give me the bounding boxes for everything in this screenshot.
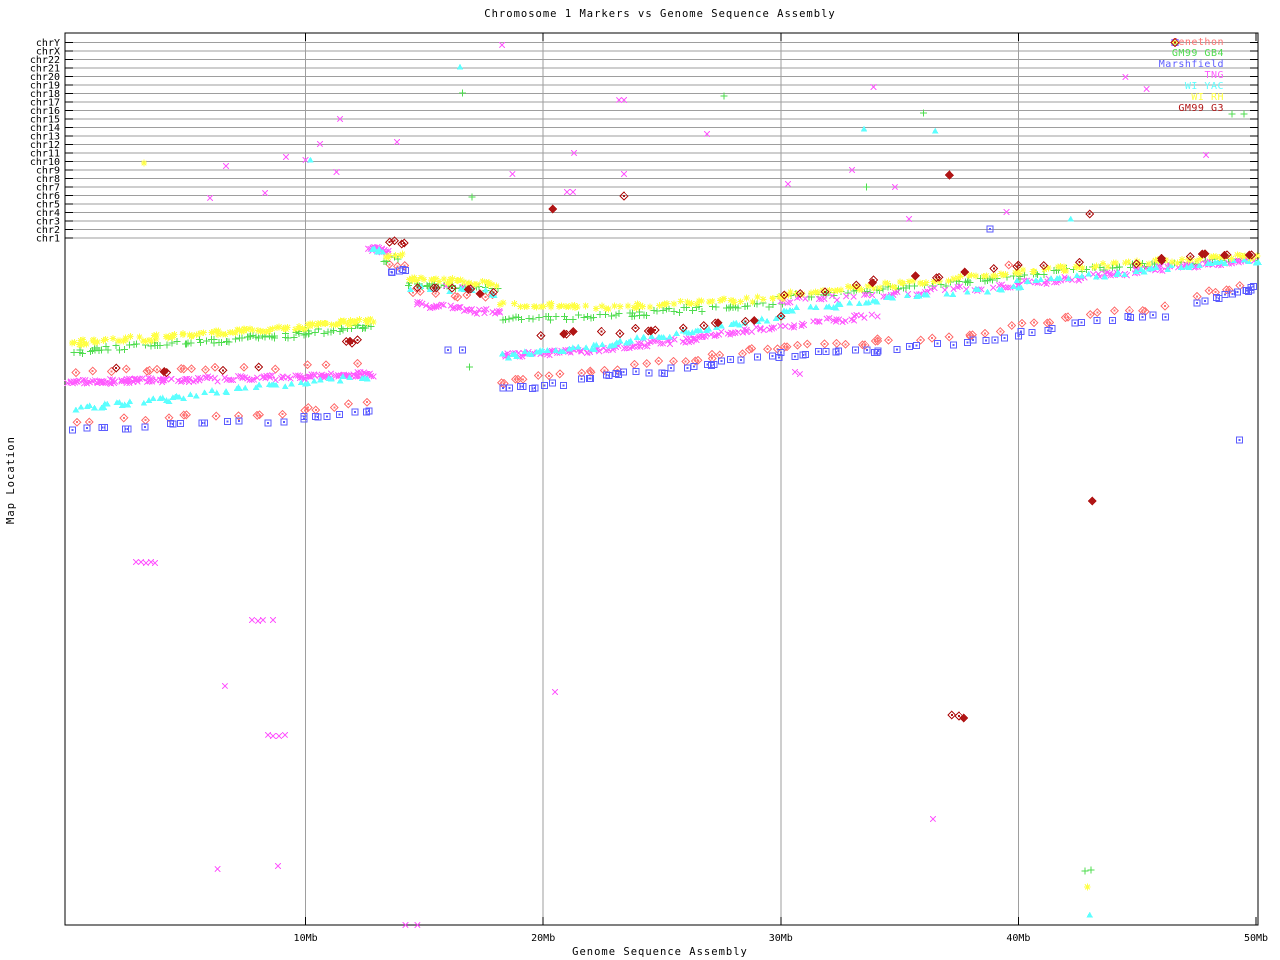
chr-label-chr8: chr8: [36, 174, 60, 185]
legend-item-gm99-g3: GM99 G3: [1159, 37, 1250, 114]
chr-label-chr14: chr14: [30, 123, 60, 134]
chr-label-chr2: chr2: [36, 225, 60, 236]
legend-marker-gm99-g3-icon: [1170, 37, 1250, 114]
legend-label-wi-rh: WI RH: [1191, 92, 1224, 103]
legend-item-wi-yac: WI YAC: [1159, 39, 1250, 92]
chr-label-chr13: chr13: [30, 132, 60, 143]
chr-label-chr15: chr15: [30, 115, 60, 126]
chart-title: Chromosome 1 Markers vs Genome Sequence …: [484, 8, 836, 20]
legend-item-tng: TNG: [1159, 39, 1250, 81]
chr-label-chr4: chr4: [36, 208, 60, 219]
legend-marker-wi-rh-icon: [1171, 39, 1250, 103]
legend-label-gm99-gb4: GM99 GB4: [1171, 48, 1224, 59]
chr-label-chrX: chrX: [36, 47, 60, 58]
legend: Genethon GM99 GB4 Marshfield TNG WI YAC WI RH…: [1159, 37, 1250, 114]
legend-label-tng: TNG: [1204, 70, 1224, 81]
chr-label-chr17: chr17: [30, 98, 60, 109]
chr-label-chr19: chr19: [30, 81, 60, 92]
y-axis-label: Map Location: [5, 436, 17, 524]
legend-item-marshfield: Marshfield: [1158, 39, 1250, 70]
chr-label-chr11: chr11: [30, 149, 60, 160]
chr-label-chr5: chr5: [36, 200, 60, 211]
chr-label-chr16: chr16: [30, 106, 60, 117]
chr-label-chr18: chr18: [30, 89, 60, 100]
legend-item-wi-rh: WI RH: [1159, 39, 1250, 103]
chr-label-chr12: chr12: [30, 140, 60, 151]
x-tick-30Mb: 30Mb: [769, 933, 793, 944]
legend-label-marshfield: Marshfield: [1158, 59, 1224, 70]
legend-marker-marshfield-icon: [1171, 39, 1250, 70]
chr-label-chr7: chr7: [36, 183, 60, 194]
chr-label-chr20: chr20: [30, 72, 60, 83]
x-tick-20Mb: 20Mb: [531, 933, 555, 944]
chr-label-chr1: chr1: [36, 234, 60, 245]
chr-label-chrY: chrY: [36, 38, 60, 49]
chr-label-chr22: chr22: [30, 55, 60, 66]
x-tick-40Mb: 40Mb: [1006, 933, 1030, 944]
plot-content: chrYchrXchr22chr21chr20chr19chr18chr17ch…: [30, 32, 1268, 944]
chr-label-chr6: chr6: [36, 191, 60, 202]
chr-label-chr21: chr21: [30, 64, 60, 75]
x-tick-50Mb: 50Mb: [1244, 933, 1268, 944]
legend-marker-genethon-icon: [1170, 37, 1250, 48]
legend-label-gm99-g3: GM99 G3: [1178, 103, 1224, 114]
x-tick-10Mb: 10Mb: [294, 933, 318, 944]
legend-label-genethon: Genethon: [1171, 37, 1224, 48]
legend-item-gm99-gb4: GM99 GB4: [1159, 39, 1250, 59]
chr-label-chr3: chr3: [36, 217, 60, 228]
chr-label-chr10: chr10: [30, 157, 60, 168]
legend-marker-tng-icon: [1171, 39, 1250, 81]
legend-marker-gm99-gb4-icon: [1171, 39, 1250, 59]
legend-marker-wi-yac-icon: [1171, 39, 1250, 92]
chr-label-chr9: chr9: [36, 166, 60, 177]
x-axis-label: Genome Sequence Assembly: [572, 946, 748, 958]
legend-label-wi-yac: WI YAC: [1184, 81, 1224, 92]
